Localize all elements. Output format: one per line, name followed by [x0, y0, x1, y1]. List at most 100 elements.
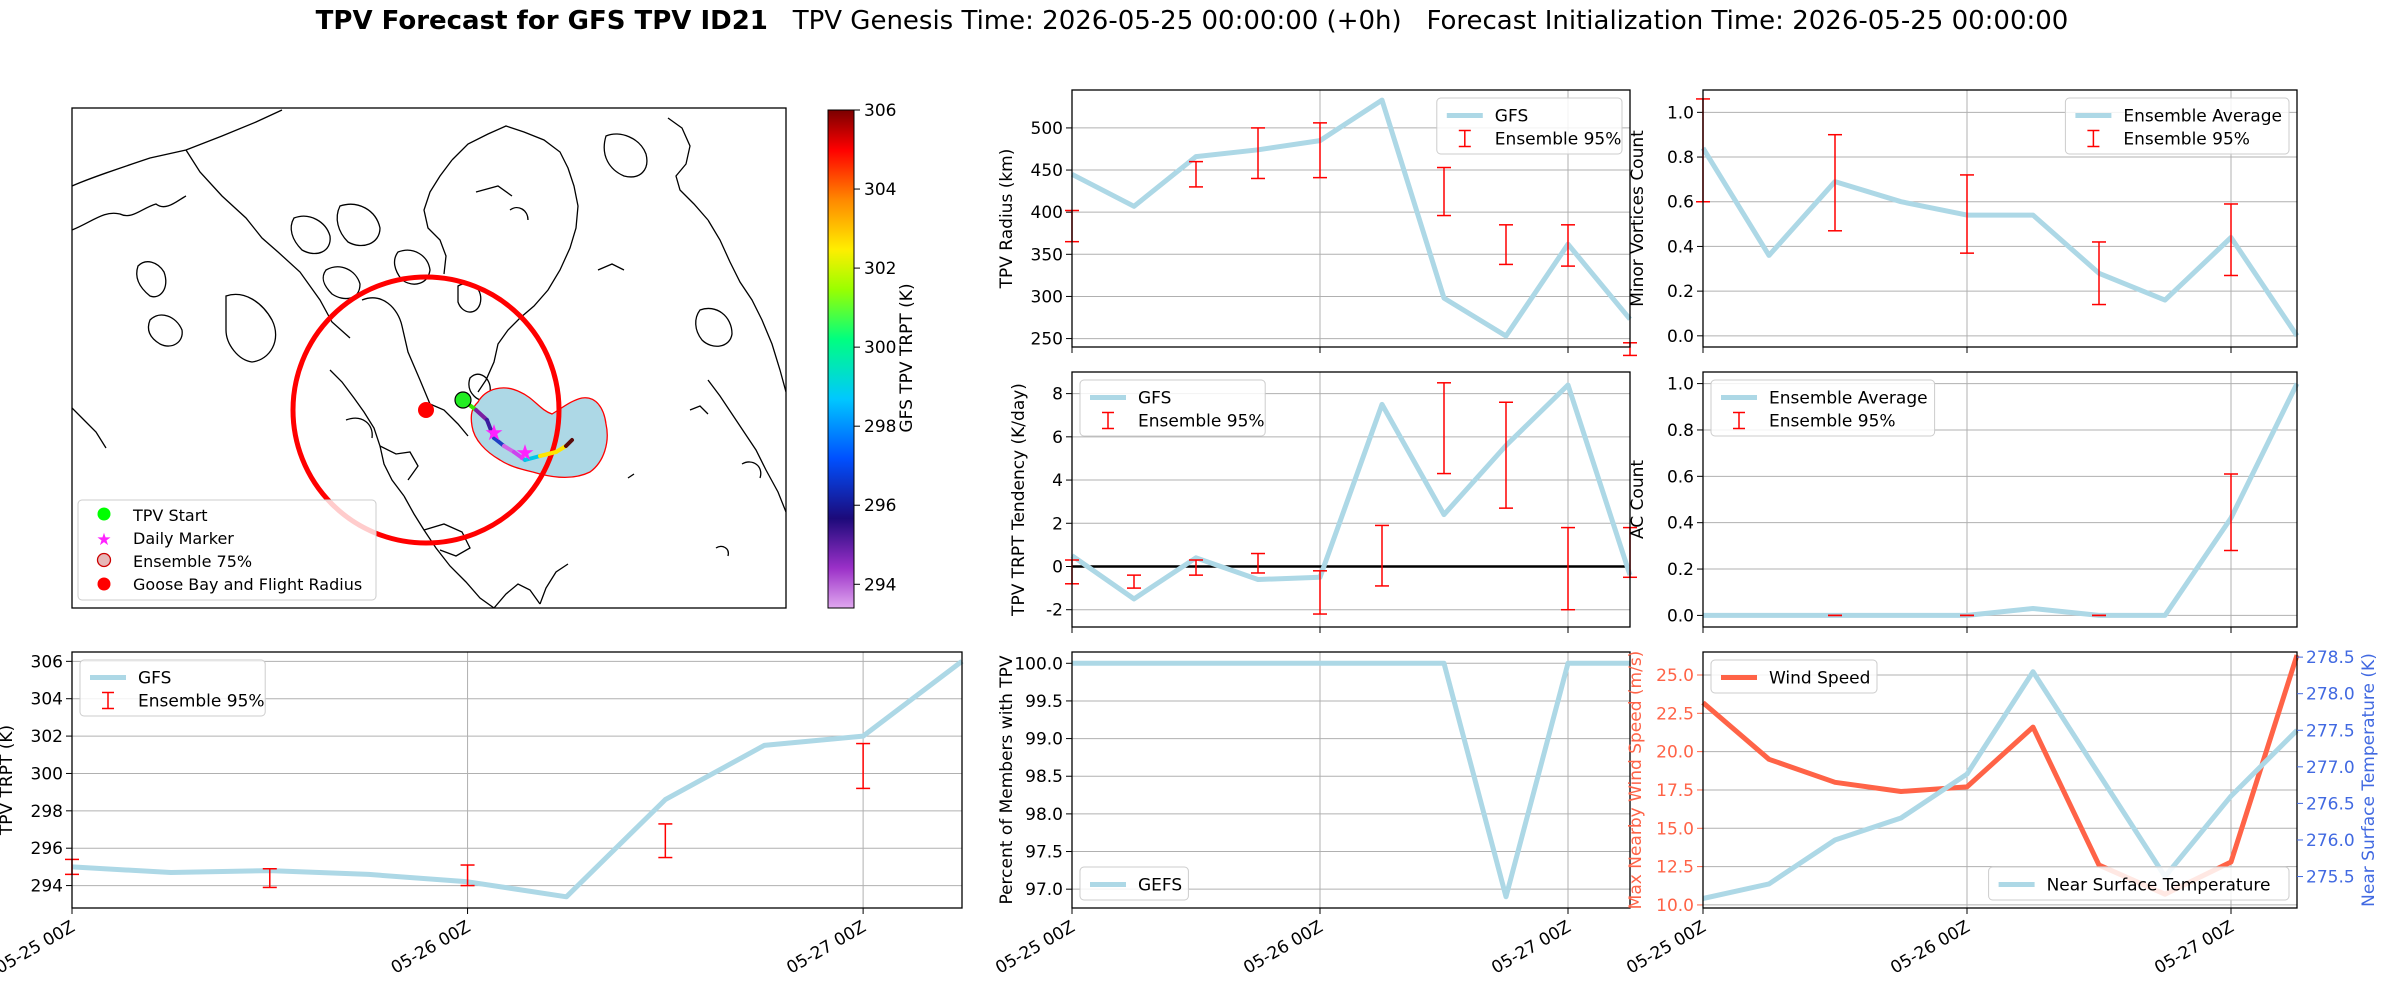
y-axis-label: Percent of Members with TPV — [997, 655, 1017, 904]
genesis-time: TPV Genesis Time: 2026-05-25 00:00:00 (+… — [792, 6, 1402, 36]
colorbar-tick-label: 296 — [864, 496, 896, 516]
axes-frame — [1702, 89, 2298, 348]
y-tick-label: 0.4 — [1667, 237, 1694, 257]
y-tick-label: 0.6 — [1667, 193, 1694, 213]
legend-label: Wind Speed — [1769, 669, 1870, 689]
legend-box — [2064, 97, 2290, 155]
chart-minor: 0.0 0.2 0.4 0.6 0.8 1.0 Minor Vortices Count En… — [1628, 89, 2300, 353]
y-tick-label: 0.2 — [1667, 282, 1694, 302]
colorbar-tick-label: 294 — [864, 575, 896, 595]
series-line — [1072, 660, 1630, 900]
init-time: Forecast Initialization Time: 2026-05-25… — [1426, 6, 2069, 36]
colorbar-gradient — [827, 109, 855, 609]
series-group — [1703, 382, 2300, 618]
y-tick-label: 0.0 — [1667, 606, 1694, 626]
y-tick-label: 1.0 — [1667, 103, 1694, 123]
y-tick-label: 99.0 — [1025, 730, 1063, 750]
y-tick-label: 4 — [1052, 471, 1063, 491]
daily-marker-2: ★ — [515, 441, 535, 466]
y-tick-label: 296 — [31, 839, 63, 859]
y2-tick-label: 278.0 — [2306, 685, 2355, 705]
legend-label: Ensemble 95% — [138, 692, 265, 712]
chart-members: 97.0 97.5 98.0 98.5 99.0 99.5 100.0 05-25 00Z 05… — [992, 651, 1631, 978]
series-group — [1070, 97, 1632, 339]
series-line — [1700, 146, 2300, 338]
legend-goose-bay-icon — [97, 577, 111, 591]
x-tick-label: 05-27 00Z — [2151, 917, 2237, 978]
colorbar-tick-label: 304 — [864, 180, 896, 200]
axes-frame — [1071, 89, 1631, 348]
figure-title: TPV Forecast for GFS TPV ID21 TPV Genesi… — [0, 6, 2384, 36]
y-axis-label: Max Nearby Wind Speed (m/s) — [1626, 651, 1646, 910]
legend-box — [1988, 866, 2290, 901]
x-tick-label: 05-26 00Z — [1240, 917, 1326, 978]
x-tick-label: 05-26 00Z — [1887, 917, 1973, 978]
y-tick-label: 298 — [31, 802, 63, 822]
legend-label: GFS — [1495, 107, 1528, 127]
colorbar-label: GFS TPV TRPT (K) — [897, 283, 917, 432]
y-tick-label: 97.0 — [1025, 880, 1063, 900]
series-line — [1070, 97, 1632, 339]
chart-wind: 10.0 12.5 15.0 17.5 20.0 22.5 25.0 05-25 00Z 05-… — [1623, 648, 2379, 978]
axes-frame — [1071, 651, 1631, 909]
legend-goose-bay: Goose Bay and Flight Radius — [133, 575, 362, 594]
y-tick-label: 0.2 — [1667, 560, 1694, 580]
y-tick-label: 15.0 — [1656, 819, 1694, 839]
y-tick-label: -2 — [1046, 601, 1063, 621]
colorbar-ticks: 294 296 298 300 302 304 306 — [854, 101, 896, 595]
y-tick-label: 450 — [1031, 161, 1063, 181]
series-group — [1700, 146, 2300, 338]
y-tick-label: 20.0 — [1656, 743, 1694, 763]
legend-box — [79, 659, 266, 717]
legend-label: Ensemble 95% — [2123, 130, 2250, 150]
legend-box — [1079, 379, 1266, 437]
legend-label: GFS — [1138, 389, 1171, 409]
y2-tick-label: 276.0 — [2306, 831, 2355, 851]
y-tick-label: 17.5 — [1656, 781, 1694, 801]
track-segment — [564, 438, 574, 448]
y2-axis-label: Near Surface Temperature (K) — [2359, 653, 2379, 907]
x-tick-label: 05-26 00Z — [388, 917, 474, 978]
legend-box — [1436, 97, 1623, 155]
series-group — [1070, 382, 1633, 602]
legend: GFS Ensemble 95% — [1079, 379, 1266, 437]
series-line — [71, 659, 964, 900]
map-coastlines — [72, 109, 786, 608]
y-tick-label: 98.5 — [1025, 767, 1063, 787]
track-segment — [523, 454, 542, 462]
y-tick-label: 0.8 — [1667, 421, 1694, 441]
series-line — [1703, 382, 2300, 618]
colorbar-tick-label: 306 — [864, 101, 896, 121]
series-line — [1070, 382, 1633, 602]
colorbar-tick-label: 302 — [864, 259, 896, 279]
map-legend: TPV Start ★ Daily Marker Ensemble 75% Go… — [77, 499, 377, 601]
legend: Wind Speed — [1710, 659, 1878, 694]
y-tick-label: 2 — [1052, 514, 1063, 534]
track-segment — [538, 450, 558, 458]
legend-tpv-start: TPV Start — [132, 506, 208, 525]
tpv-start-marker — [454, 391, 472, 409]
y-tick-label: 500 — [1031, 119, 1063, 139]
y-tick-label: 6 — [1052, 428, 1063, 448]
axes-frame — [71, 651, 963, 909]
track-segment — [485, 418, 496, 440]
x-tick-label: 05-25 00Z — [992, 917, 1078, 978]
series-group — [1072, 660, 1630, 900]
legend-box — [1710, 659, 1878, 694]
map-frame — [71, 107, 787, 609]
y-axis-label: Minor Vortices Count — [1628, 130, 1648, 307]
goose-bay-marker — [418, 402, 434, 418]
track-segment — [492, 436, 506, 448]
series-line — [1702, 669, 2299, 901]
legend: GFS Ensemble 95% — [1436, 97, 1623, 155]
y-tick-label: 100.0 — [1014, 654, 1063, 674]
daily-marker-1: ★ — [484, 421, 504, 446]
track-segment — [512, 450, 527, 462]
goose-bay-flight-radius — [290, 274, 562, 546]
y-tick-label: 8 — [1052, 385, 1063, 405]
y-tick-label: 350 — [1031, 245, 1063, 265]
colorbar-tick-label: 298 — [864, 417, 896, 437]
legend-tpv-start-icon — [97, 507, 111, 521]
legend-box — [1079, 866, 1189, 901]
y-tick-label: 300 — [31, 764, 63, 784]
